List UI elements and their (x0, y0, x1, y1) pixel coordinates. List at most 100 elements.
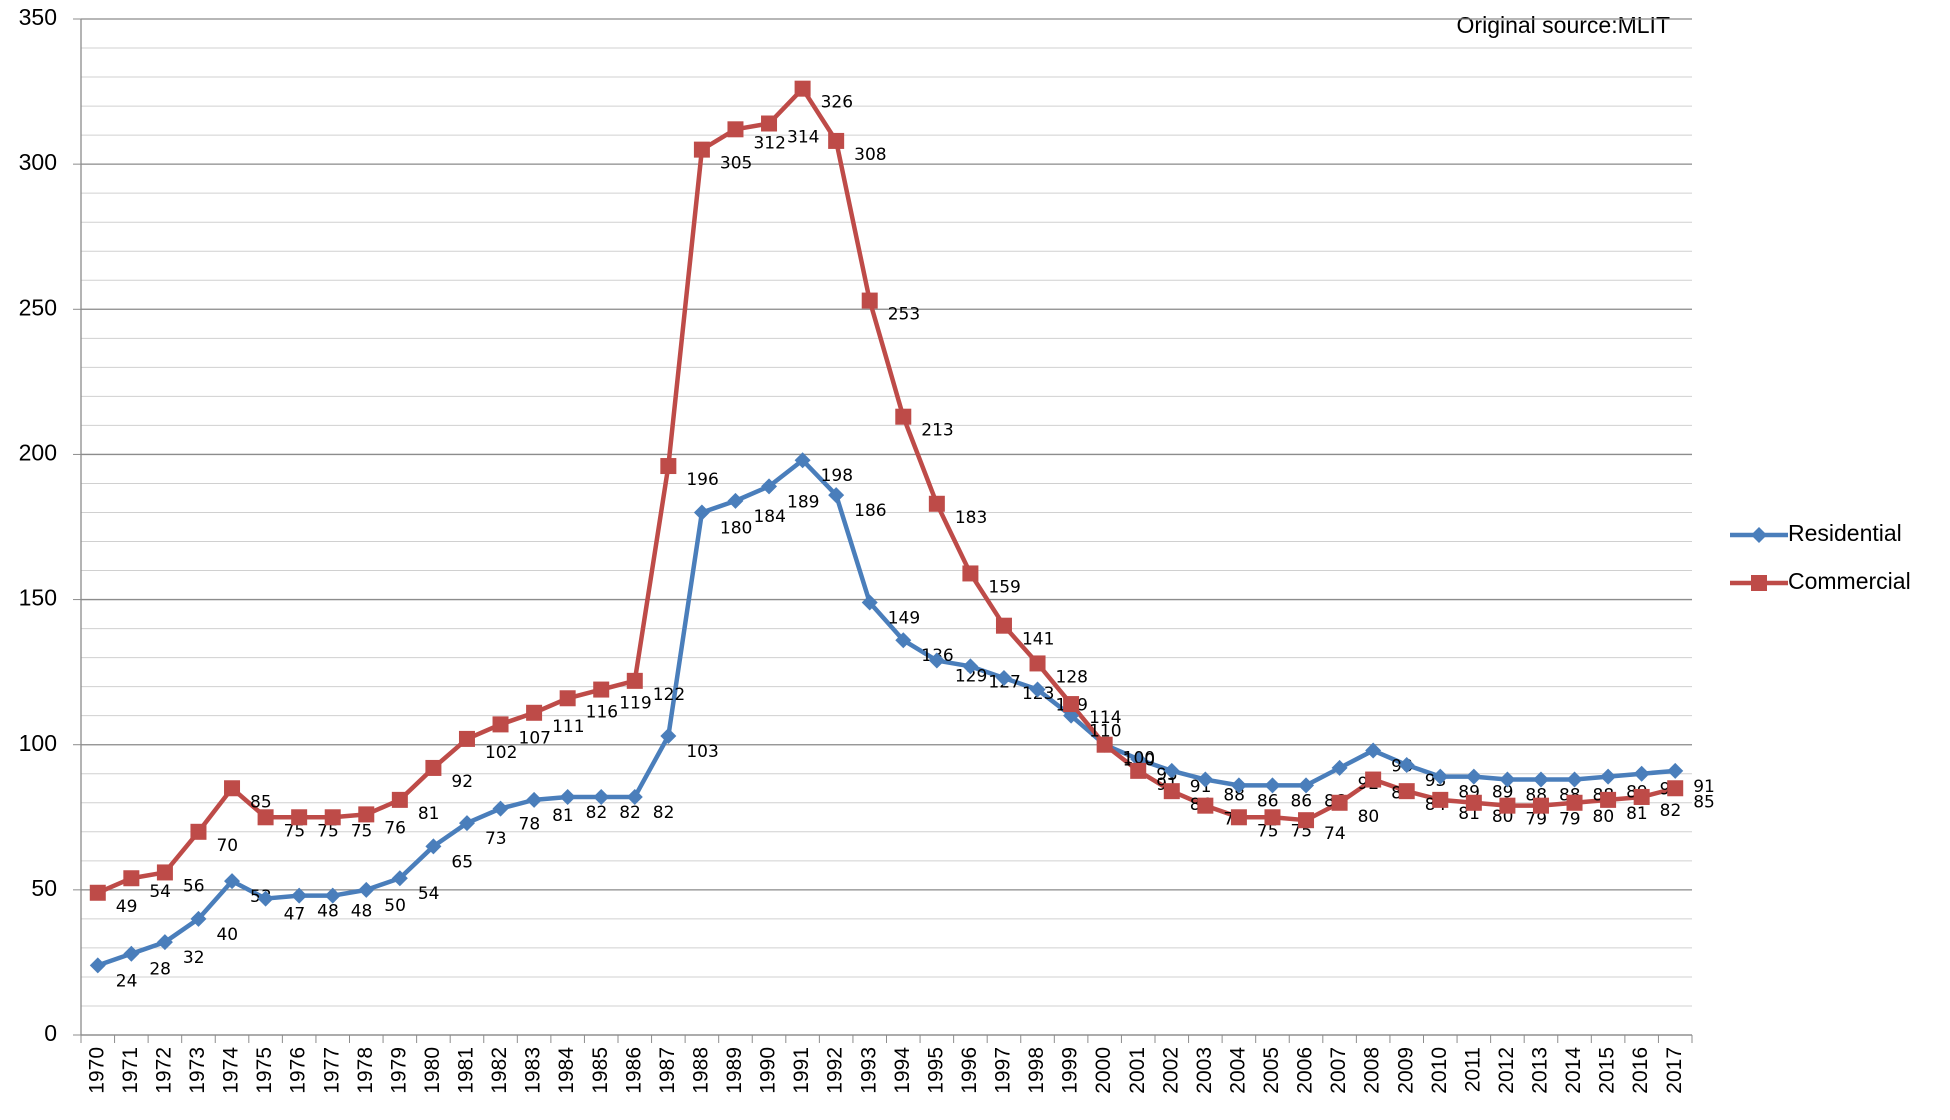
data-point (928, 652, 945, 669)
data-point (1499, 771, 1516, 788)
data-label: 91 (1693, 777, 1715, 797)
data-point (1600, 768, 1617, 785)
data-point (761, 478, 778, 495)
data-label: 119 (619, 694, 651, 714)
data-label: 28 (149, 960, 171, 980)
data-label: 312 (753, 133, 785, 153)
data-point (1499, 797, 1516, 814)
data-label: 114 (1089, 708, 1121, 728)
data-point (626, 672, 643, 689)
data-point (727, 492, 744, 509)
data-point (291, 809, 308, 826)
data-label: 186 (854, 501, 886, 521)
data-point (123, 945, 140, 962)
data-label: 198 (821, 466, 853, 486)
y-tick-label: 100 (19, 730, 57, 756)
data-label: 85 (250, 792, 272, 812)
x-tick-label: 2003 (1193, 1047, 1216, 1094)
x-tick-label: 1983 (522, 1047, 545, 1094)
data-point (1197, 797, 1214, 814)
x-tick-label: 2012 (1495, 1047, 1518, 1094)
data-label: 305 (720, 154, 752, 174)
x-tick-label: 1971 (119, 1047, 142, 1094)
x-tick-label: 1985 (589, 1047, 612, 1094)
data-point (1331, 759, 1348, 776)
data-point (89, 957, 106, 974)
data-label: 54 (149, 882, 171, 902)
data-point (1029, 681, 1046, 698)
data-point (224, 873, 241, 890)
x-tick-label: 1993 (857, 1047, 880, 1094)
data-point (761, 115, 778, 132)
data-label: 92 (451, 772, 473, 792)
data-point (559, 788, 576, 805)
data-label: 75 (284, 821, 306, 841)
x-tick-label: 1989 (723, 1047, 746, 1094)
x-tick-label: 1982 (488, 1047, 511, 1094)
x-tick-label: 2002 (1159, 1047, 1182, 1094)
data-label: 82 (586, 803, 608, 823)
data-label: 253 (888, 305, 920, 325)
data-point (1633, 765, 1650, 782)
data-label: 314 (787, 128, 819, 148)
data-point (1465, 768, 1482, 785)
x-tick-label: 1977 (320, 1047, 343, 1094)
data-point (559, 690, 576, 707)
annotation: Original source:MLIT (1457, 12, 1670, 38)
x-tick-label: 1974 (220, 1047, 243, 1094)
data-label: 180 (720, 518, 752, 538)
data-point (1432, 791, 1449, 808)
x-tick-label: 1976 (287, 1047, 310, 1094)
data-point (593, 788, 610, 805)
data-point (1398, 783, 1415, 800)
data-point (257, 809, 274, 826)
x-tick-label: 1998 (1025, 1047, 1048, 1094)
data-point (458, 815, 475, 832)
data-label: 40 (216, 925, 238, 945)
data-label: 116 (586, 702, 618, 722)
data-label: 48 (351, 902, 373, 922)
x-tick-label: 2006 (1294, 1047, 1317, 1094)
data-point (1163, 783, 1180, 800)
data-point (1566, 771, 1583, 788)
x-tick-label: 1999 (1059, 1047, 1082, 1094)
data-point (156, 934, 173, 951)
data-point (1432, 768, 1449, 785)
data-label: 159 (988, 577, 1020, 597)
y-tick-label: 150 (19, 585, 57, 611)
data-label: 129 (955, 667, 987, 687)
data-point (1532, 771, 1549, 788)
data-point (1365, 771, 1382, 788)
x-tick-label: 1997 (992, 1047, 1015, 1094)
y-tick-label: 0 (44, 1020, 57, 1046)
legend-label: Commercial (1788, 568, 1911, 594)
x-tick-label: 1995 (924, 1047, 947, 1094)
data-point (1063, 696, 1080, 713)
data-label: 78 (519, 815, 541, 835)
x-tick-label: 1980 (421, 1047, 444, 1094)
data-point (425, 838, 442, 855)
y-tick-label: 200 (19, 440, 57, 466)
legend-marker (1751, 527, 1767, 543)
data-point (1264, 777, 1281, 794)
data-label: 70 (216, 836, 238, 856)
data-point (828, 132, 845, 149)
x-tick-label: 2015 (1596, 1047, 1619, 1094)
data-label: 107 (519, 728, 551, 748)
data-label: 213 (921, 421, 953, 441)
data-point (995, 669, 1012, 686)
data-label: 75 (1257, 821, 1279, 841)
data-point (1667, 762, 1684, 779)
x-tick-label: 1987 (656, 1047, 679, 1094)
data-label: 128 (1056, 667, 1088, 687)
x-tick-label: 2001 (1126, 1047, 1149, 1094)
data-label: 122 (653, 685, 685, 705)
x-tick-label: 1970 (85, 1047, 108, 1094)
data-point (593, 681, 610, 698)
data-point (1264, 809, 1281, 826)
data-point (1298, 777, 1315, 794)
data-point (962, 565, 979, 582)
data-point (425, 759, 442, 776)
data-point (324, 887, 341, 904)
data-label: 85 (1693, 792, 1715, 812)
